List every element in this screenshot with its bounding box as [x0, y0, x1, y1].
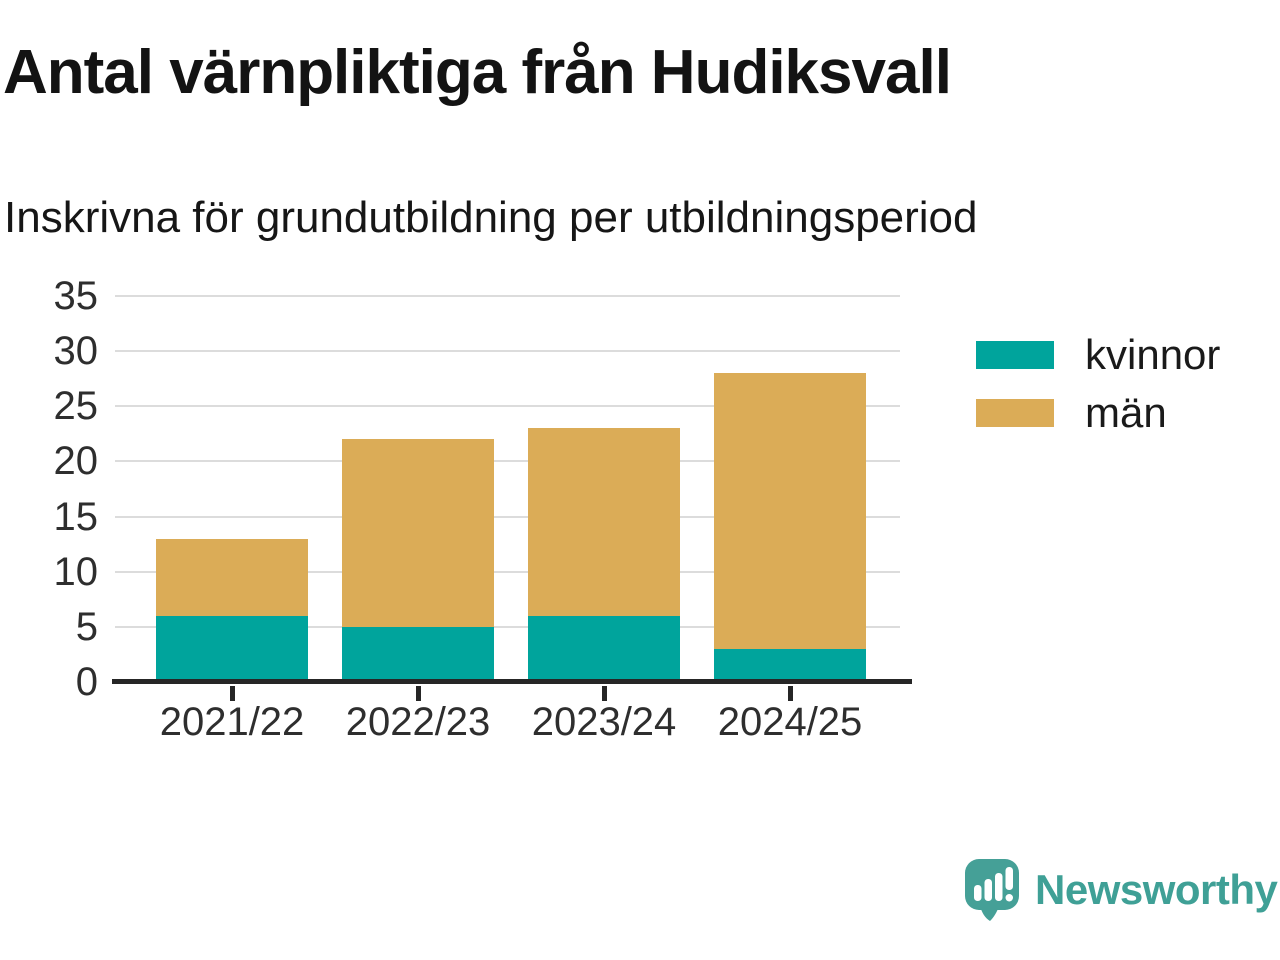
x-axis-tick — [230, 686, 235, 701]
bar-segment-kvinnor — [714, 648, 866, 682]
legend-label-man: män — [1085, 389, 1167, 436]
gridline-y-35 — [115, 295, 900, 297]
bar-segment-män — [156, 538, 308, 616]
y-tick-label: 10 — [53, 549, 99, 594]
x-axis-tick — [416, 686, 421, 701]
y-tick-label: 0 — [75, 660, 98, 704]
gridline-y-20 — [115, 460, 900, 463]
legend-swatch — [976, 399, 1054, 427]
chart-subtitle: Inskrivna för grundutbildning per utbild… — [4, 193, 978, 242]
y-tick-label: 30 — [53, 329, 99, 374]
x-axis-line — [112, 679, 912, 684]
newsworthy-logo-icon — [965, 859, 1019, 921]
gridline-y-15 — [115, 515, 900, 518]
y-tick-label: 20 — [53, 439, 99, 484]
gridline-y-5 — [115, 625, 900, 628]
legend-label-kvinnor: kvinnor — [1085, 331, 1221, 378]
branding-name: Newsworthy — [1035, 866, 1278, 913]
x-axis-tick — [602, 686, 607, 701]
legend-swatch — [976, 341, 1054, 369]
x-tick-label: 2023/24 — [531, 700, 677, 744]
bar-segment-kvinnor — [342, 626, 494, 682]
bar-segment-män — [714, 373, 866, 649]
gridline-y-25 — [115, 405, 900, 408]
bar-segment-kvinnor — [156, 615, 308, 682]
x-tick-label: 2024/25 — [717, 700, 863, 744]
bar-segment-män — [528, 428, 680, 616]
gridline-y-30 — [115, 350, 900, 353]
plot-area: 2021/22 2022/23 2023/24 2024/25 0 5 10 15 20 25 3… — [54, 274, 912, 744]
x-tick-label: 2022/23 — [345, 700, 491, 744]
bar-segment-män — [342, 439, 494, 627]
y-tick-label: 15 — [53, 494, 99, 539]
bar-segment-kvinnor — [528, 615, 680, 682]
y-tick-label: 5 — [75, 604, 98, 649]
y-tick-label: 25 — [53, 384, 99, 429]
x-tick-label: 2021/22 — [159, 700, 305, 744]
y-tick-label: 35 — [53, 274, 99, 318]
chart-title: Antal värnpliktiga från Hudiksvall — [3, 38, 952, 107]
x-axis-tick — [788, 686, 793, 701]
gridline-y-10 — [115, 570, 900, 573]
branding: Newsworthy — [963, 858, 1278, 922]
